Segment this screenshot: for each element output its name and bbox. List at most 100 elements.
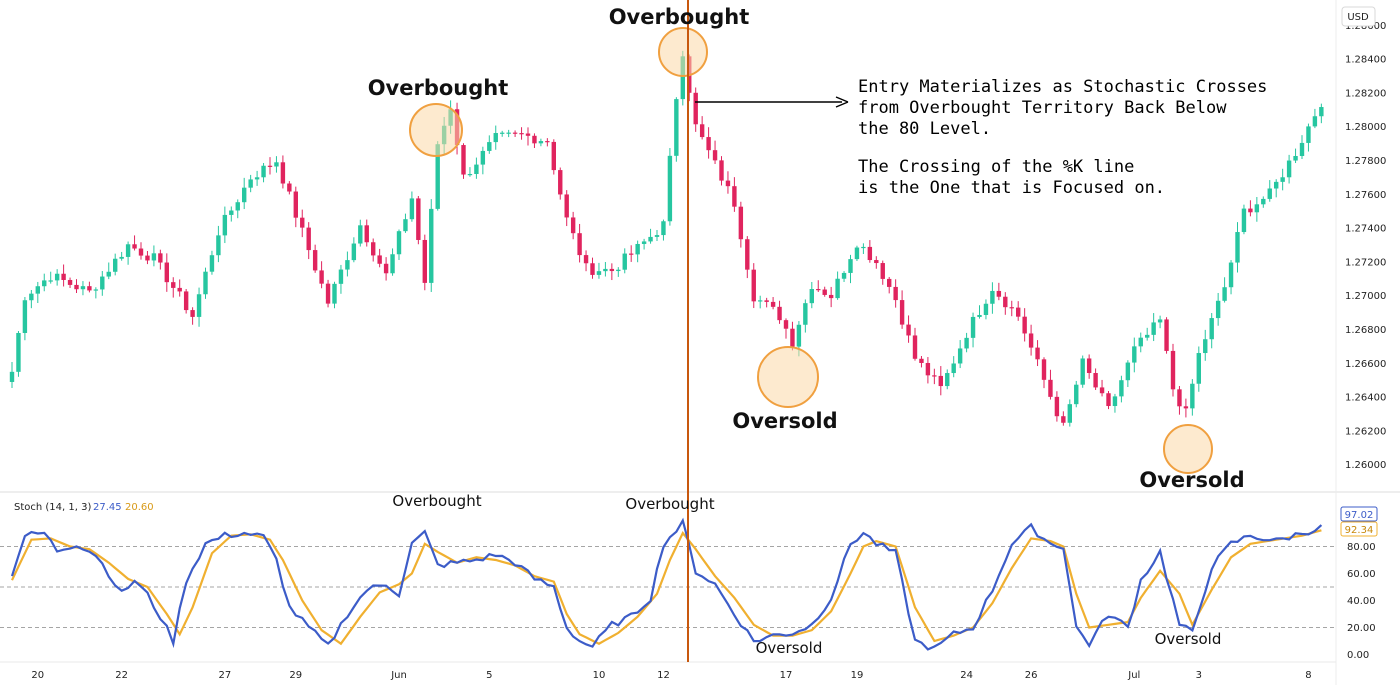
candle	[887, 276, 892, 294]
candle	[196, 287, 202, 327]
candle-body	[87, 286, 92, 291]
candle-body	[171, 282, 176, 288]
candle	[596, 262, 602, 279]
candle	[899, 290, 905, 329]
candle-body	[377, 255, 382, 264]
price-tick-label: 1.28000	[1345, 122, 1386, 133]
candle-body	[848, 259, 853, 273]
candle	[306, 222, 311, 260]
candle	[854, 245, 860, 261]
candle	[100, 271, 105, 296]
candle	[938, 366, 943, 396]
note-line-1: Entry Materializes as Stochastic Crosses	[858, 77, 1267, 97]
candle	[1119, 375, 1124, 403]
candle	[1164, 317, 1169, 354]
candle-body	[899, 300, 905, 325]
candle-body	[364, 225, 369, 243]
candle-body	[345, 260, 350, 270]
time-tick-label: 12	[657, 670, 670, 681]
candle-body	[435, 144, 440, 209]
candle-body	[67, 279, 73, 285]
candle	[409, 191, 415, 222]
candle-body	[1222, 287, 1227, 301]
candle	[1261, 196, 1266, 208]
time-tick-label: 3	[1196, 670, 1202, 681]
candle	[1048, 369, 1053, 400]
candle	[609, 263, 615, 281]
candle	[248, 174, 253, 193]
candle	[274, 156, 279, 173]
candle-body	[267, 165, 273, 167]
candle-body	[551, 141, 556, 171]
candle	[983, 299, 989, 320]
candle	[371, 238, 376, 262]
candle	[803, 299, 808, 333]
candle	[74, 279, 79, 294]
candle-body	[351, 243, 357, 261]
candle	[1035, 340, 1040, 367]
currency-box[interactable]	[1341, 6, 1376, 27]
note-line-3: the 80 Level.	[858, 119, 991, 139]
candle-body	[332, 283, 337, 304]
candle-body	[293, 191, 298, 218]
k-value-badge-box	[1340, 506, 1378, 522]
candle	[332, 281, 337, 309]
candle	[538, 138, 544, 147]
candle	[1235, 222, 1240, 273]
candle-body	[1067, 404, 1072, 423]
candle-body	[61, 273, 66, 280]
time-tick-label: Jun	[390, 670, 407, 681]
candle-body	[790, 328, 795, 347]
candle-body	[467, 173, 473, 176]
candle-body	[119, 256, 124, 259]
candle	[61, 264, 66, 287]
candle	[422, 234, 427, 291]
candle-body	[983, 303, 989, 315]
candle-body	[429, 208, 434, 283]
candle-body	[758, 300, 763, 302]
k-value-badge: 97.02	[1345, 510, 1374, 521]
annotation-price-oversold-1: Oversold	[732, 409, 837, 433]
highlight-circle	[658, 27, 708, 77]
candle-body	[932, 375, 937, 377]
candle-body	[1280, 177, 1285, 182]
candle	[977, 305, 982, 319]
candle-body	[674, 99, 679, 156]
candle	[280, 155, 286, 189]
candle-body	[912, 335, 918, 359]
candle-body	[261, 165, 266, 178]
candle-body	[590, 263, 595, 275]
candle	[758, 295, 763, 309]
candle	[506, 129, 511, 138]
candle-body	[835, 278, 840, 299]
candle	[1177, 385, 1182, 415]
candle-body	[1196, 353, 1201, 384]
candle	[1157, 315, 1163, 329]
candle-body	[938, 375, 943, 387]
candle	[1209, 313, 1214, 349]
candle	[577, 223, 582, 263]
highlight-circle	[757, 346, 819, 408]
candle-body	[1132, 346, 1137, 363]
price-tick-label: 1.27200	[1345, 257, 1386, 268]
candle	[532, 133, 537, 149]
annotation-osc-overbought-1: Overbought	[392, 492, 481, 510]
candle-body	[1306, 126, 1311, 143]
candle-body	[828, 294, 834, 299]
candle	[1241, 204, 1247, 235]
candle	[319, 261, 324, 289]
candle	[1196, 346, 1201, 392]
candle-body	[235, 202, 240, 211]
candle	[848, 254, 853, 284]
candle-body	[1041, 359, 1047, 380]
candle	[487, 135, 492, 154]
candle	[635, 240, 640, 263]
candle	[1280, 168, 1285, 191]
candle	[429, 199, 434, 292]
candle-body	[280, 162, 286, 184]
candle	[874, 256, 879, 269]
candle-body	[957, 348, 963, 364]
candle-body	[1028, 333, 1034, 348]
candle-body	[667, 155, 673, 222]
candle	[919, 355, 924, 368]
